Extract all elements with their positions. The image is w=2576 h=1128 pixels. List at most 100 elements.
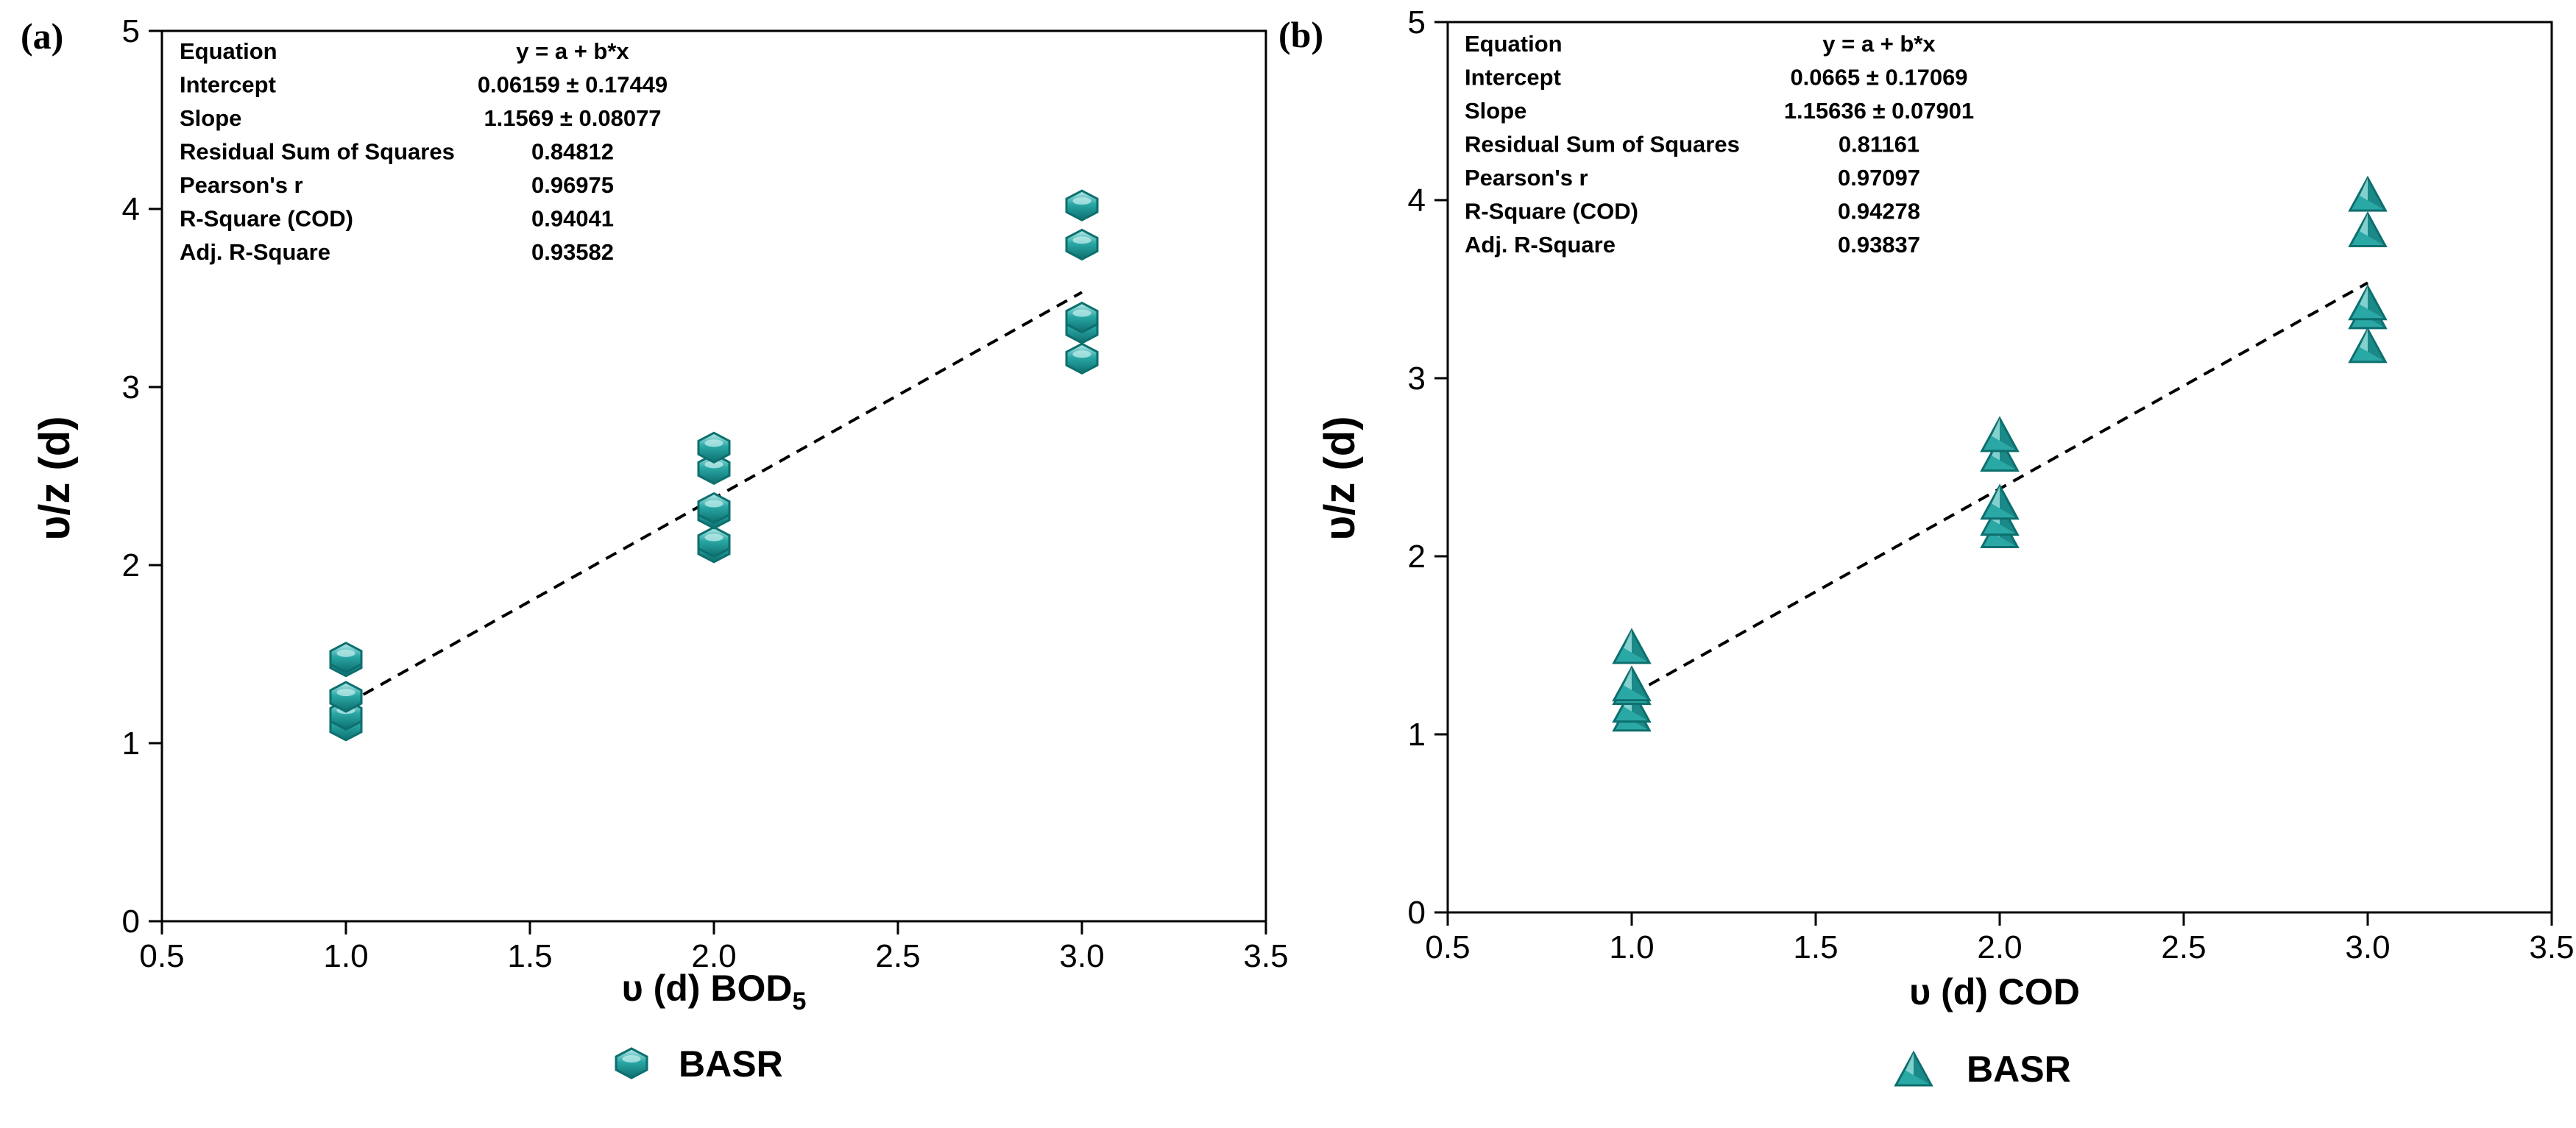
marker-highlight bbox=[1992, 486, 2000, 508]
y-axis-label: υ/z (d) bbox=[1316, 416, 1364, 540]
marker-shape bbox=[1065, 228, 1099, 261]
y-tick-label: 2 bbox=[122, 547, 140, 583]
marker-facet bbox=[2000, 418, 2018, 451]
x-tick-label: 3.5 bbox=[2529, 929, 2574, 965]
stats-label: Pearson's r bbox=[180, 172, 303, 198]
stats-label: Equation bbox=[1465, 31, 1563, 57]
stats-value: 0.94041 bbox=[531, 206, 614, 232]
data-point bbox=[1065, 228, 1099, 261]
marker-facet bbox=[2368, 329, 2386, 362]
marker-shape bbox=[1065, 301, 1099, 334]
marker-shape bbox=[697, 431, 731, 464]
x-tick-label: 1.5 bbox=[1793, 929, 1838, 965]
stats-value: 0.96975 bbox=[531, 172, 614, 198]
data-point bbox=[2348, 211, 2388, 248]
marker-highlight bbox=[336, 649, 355, 657]
marker-highlight bbox=[336, 689, 355, 697]
data-point bbox=[697, 453, 731, 486]
data-point bbox=[1065, 189, 1099, 221]
stats-label: Residual Sum of Squares bbox=[180, 139, 455, 165]
data-point bbox=[329, 642, 363, 674]
data-point bbox=[1980, 436, 2020, 472]
marker-highlight bbox=[704, 533, 723, 542]
marker-highlight bbox=[2360, 213, 2368, 236]
x-tick-label: 2.0 bbox=[1977, 929, 2022, 965]
chart-panel-b: 0.5 1.0 1.5 2.0 2.5 3.0 3.5 0 1 2 3 4 5 (b) υ/z (d) υ (… bbox=[1278, 4, 2575, 1090]
y-tick-label: 0 bbox=[122, 904, 140, 940]
stats-label: Slope bbox=[180, 105, 241, 131]
marker-shape bbox=[615, 1047, 648, 1079]
stats-value: 0.84812 bbox=[531, 139, 614, 165]
marker-facet bbox=[1914, 1052, 1932, 1085]
x-tick-label: 3.0 bbox=[1059, 938, 1104, 974]
marker-highlight bbox=[704, 439, 723, 447]
marker-facet bbox=[2000, 502, 2018, 535]
stats-value: 0.97097 bbox=[1838, 165, 1920, 191]
stats-value: y = a + b*x bbox=[1822, 31, 1936, 57]
x-tick-label: 1.0 bbox=[323, 938, 368, 974]
legend-label: BASR bbox=[1967, 1049, 2071, 1090]
marker-facet bbox=[2000, 438, 2018, 471]
marker-facet bbox=[2368, 213, 2386, 246]
marker-highlight bbox=[1906, 1052, 1914, 1076]
data-point bbox=[697, 492, 731, 525]
x-tick-label: 3.0 bbox=[2345, 929, 2390, 965]
y-tick-label: 4 bbox=[122, 191, 140, 227]
stats-label: Residual Sum of Squares bbox=[1465, 132, 1740, 157]
y-tick-label: 3 bbox=[122, 369, 140, 405]
data-point bbox=[1612, 628, 1652, 664]
marker-highlight bbox=[1072, 236, 1091, 244]
data-point bbox=[697, 525, 731, 558]
marker-facet bbox=[2368, 177, 2386, 211]
legend-marker bbox=[615, 1047, 648, 1079]
stats-label: Intercept bbox=[180, 72, 276, 98]
marker-highlight bbox=[2360, 286, 2368, 309]
y-tick-label: 3 bbox=[1408, 361, 1426, 397]
x-axis-label: υ (d) BOD5 bbox=[622, 968, 807, 1015]
marker-shape bbox=[329, 642, 363, 674]
stats-value: 0.93837 bbox=[1838, 232, 1920, 258]
x-tick-label: 1.5 bbox=[507, 938, 552, 974]
data-point bbox=[2348, 175, 2388, 212]
x-tick-label: 3.5 bbox=[1243, 938, 1288, 974]
panel-label: (a) bbox=[21, 15, 63, 57]
legend-label: BASR bbox=[679, 1043, 783, 1085]
marker-facet bbox=[2000, 486, 2018, 519]
data-point bbox=[1612, 665, 1652, 702]
data-point bbox=[1980, 483, 2020, 520]
stats-value: y = a + b*x bbox=[516, 38, 629, 64]
data-point bbox=[2348, 327, 2388, 363]
marker-shape bbox=[1065, 189, 1099, 221]
data-point bbox=[1065, 342, 1099, 375]
panel-label: (b) bbox=[1278, 14, 1323, 55]
stats-label: Intercept bbox=[1465, 65, 1561, 91]
marker-highlight bbox=[1992, 418, 2000, 441]
stats-label: Pearson's r bbox=[1465, 165, 1588, 191]
stats-value: 1.1569 ± 0.08077 bbox=[484, 105, 661, 131]
x-axis-label-subscript: 5 bbox=[792, 987, 806, 1015]
x-tick-label: 0.5 bbox=[139, 938, 184, 974]
x-tick-label: 2.5 bbox=[2161, 929, 2206, 965]
stats-value: 0.06159 ± 0.17449 bbox=[478, 72, 668, 98]
stats-label: Slope bbox=[1465, 98, 1526, 124]
marker-facet bbox=[1632, 630, 1650, 663]
y-tick-label: 4 bbox=[1408, 182, 1426, 219]
marker-highlight bbox=[2360, 329, 2368, 352]
x-tick-label: 2.5 bbox=[875, 938, 920, 974]
x-tick-label: 0.5 bbox=[1425, 929, 1470, 965]
y-tick-label: 1 bbox=[1408, 717, 1426, 753]
stats-label: R-Square (COD) bbox=[180, 206, 353, 232]
stats-label: Equation bbox=[180, 38, 277, 64]
data-point bbox=[1065, 301, 1099, 334]
marker-shape bbox=[329, 681, 363, 713]
marker-facet bbox=[2000, 514, 2018, 547]
stats-value: 1.15636 ± 0.07901 bbox=[1784, 98, 1974, 124]
marker-facet bbox=[1632, 667, 1650, 700]
marker-highlight bbox=[622, 1055, 641, 1063]
stats-label: R-Square (COD) bbox=[1465, 199, 1638, 224]
data-point bbox=[2348, 284, 2388, 321]
x-tick-label: 2.0 bbox=[691, 938, 736, 974]
marker-facet bbox=[1632, 689, 1650, 722]
y-tick-label: 1 bbox=[122, 726, 140, 762]
